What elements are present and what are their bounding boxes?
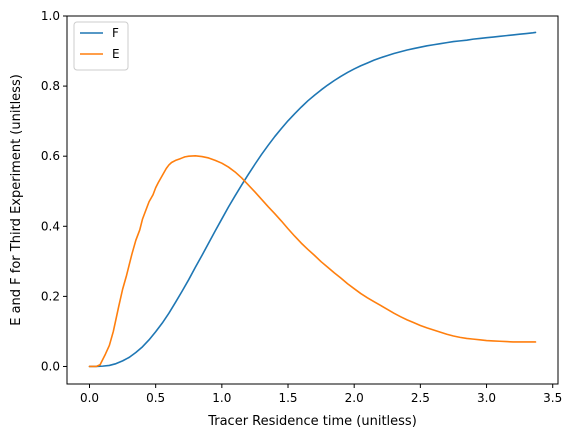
x-tick-label: 3.0 xyxy=(477,391,496,405)
legend-label-f: F xyxy=(112,26,119,40)
plot-lines xyxy=(88,31,537,368)
x-tick-label: 3.5 xyxy=(543,391,562,405)
x-tick-label: 1.0 xyxy=(212,391,231,405)
series-line-e xyxy=(88,155,537,368)
y-tick-label: 0.6 xyxy=(41,149,60,163)
y-tick-label: 1.0 xyxy=(41,9,60,23)
legend-label-e: E xyxy=(112,47,120,61)
x-tick-label: 2.0 xyxy=(345,391,364,405)
legend-box xyxy=(73,21,129,71)
x-tick-label: 0.5 xyxy=(146,391,165,405)
y-axis-ticks: 0.0 0.2 0.4 0.6 0.8 1.0 xyxy=(41,9,67,373)
x-tick-label: 1.5 xyxy=(278,391,297,405)
legend: FE xyxy=(73,21,129,71)
plot-frame xyxy=(66,15,559,385)
y-axis-label: E and F for Third Experiment (unitless) xyxy=(9,74,24,326)
x-tick-label: 2.5 xyxy=(411,391,430,405)
y-tick-label: 0.8 xyxy=(41,79,60,93)
series-line-f xyxy=(88,31,537,368)
y-tick-label: 0.0 xyxy=(41,359,60,373)
x-axis-label: Tracer Residence time (unitless) xyxy=(207,414,417,429)
y-tick-label: 0.2 xyxy=(41,289,60,303)
y-tick-label: 0.4 xyxy=(41,219,60,233)
x-axis-ticks: 0.0 0.5 1.0 1.5 2.0 2.5 3.0 3.5 xyxy=(80,384,562,405)
x-tick-label: 0.0 xyxy=(80,391,99,405)
